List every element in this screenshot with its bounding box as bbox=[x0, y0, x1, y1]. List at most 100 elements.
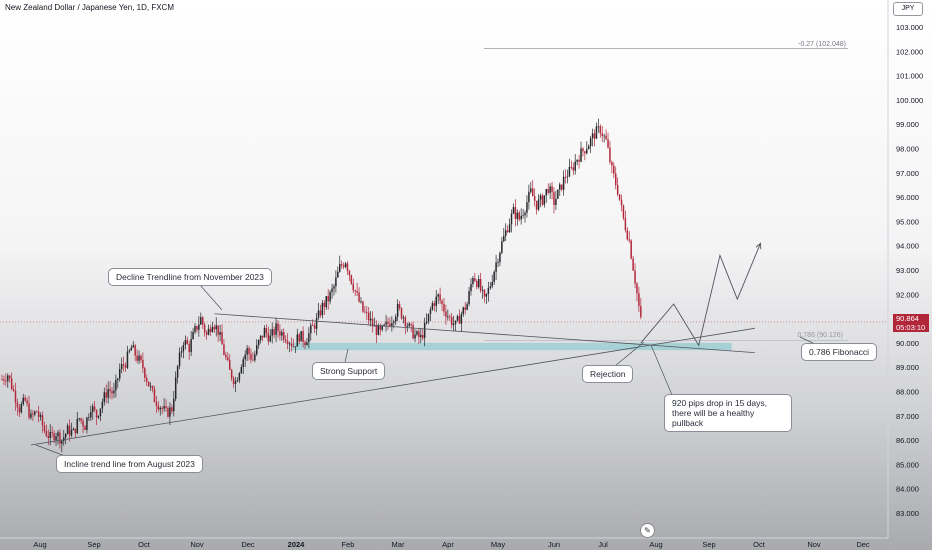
candle-body bbox=[288, 343, 291, 345]
candle-body bbox=[30, 413, 32, 418]
currency-button[interactable]: JPY bbox=[893, 2, 923, 16]
candle-body bbox=[132, 345, 134, 348]
candle-body bbox=[466, 304, 468, 310]
candle-body bbox=[394, 316, 397, 322]
candle-body bbox=[483, 289, 486, 297]
candle-body bbox=[80, 418, 82, 421]
candle-body bbox=[614, 173, 617, 185]
candle-body bbox=[317, 310, 320, 318]
candle-body bbox=[514, 207, 517, 219]
candle-body bbox=[138, 355, 140, 361]
candle-body bbox=[327, 296, 329, 302]
candle-body bbox=[174, 377, 177, 399]
candle-body bbox=[624, 217, 627, 231]
candle-body bbox=[560, 184, 563, 190]
candle-body bbox=[1, 379, 3, 381]
strong-support-note[interactable]: Strong Support bbox=[312, 362, 386, 380]
candle-body bbox=[120, 364, 123, 369]
candle-body bbox=[238, 373, 241, 381]
candle-body bbox=[391, 323, 393, 326]
time-tick-label: Apr bbox=[442, 540, 454, 549]
candle-body bbox=[126, 351, 129, 368]
candle-body bbox=[10, 378, 13, 390]
rejection-note[interactable]: Rejection bbox=[582, 365, 634, 383]
incline-trendline-note[interactable]: Incline trend line from August 2023 bbox=[56, 455, 203, 473]
candle-body bbox=[213, 327, 216, 330]
candle-body bbox=[146, 377, 148, 382]
candle-body bbox=[616, 184, 619, 195]
decline-trendline-note[interactable]: Decline Trendline from November 2023 bbox=[108, 268, 272, 286]
candle-body bbox=[416, 331, 418, 335]
candle-body bbox=[242, 359, 244, 368]
candle-body bbox=[14, 390, 17, 403]
candle-body bbox=[477, 278, 480, 288]
candle-body bbox=[24, 397, 26, 401]
candle-body bbox=[111, 391, 113, 394]
candle-body bbox=[433, 303, 436, 306]
candle-body bbox=[408, 323, 410, 327]
candle-body bbox=[553, 192, 555, 205]
candle-body bbox=[240, 367, 243, 374]
pullback-note[interactable]: 920 pips drop in 15 days, there will be … bbox=[664, 394, 792, 432]
candle-body bbox=[441, 300, 443, 305]
candle-body bbox=[201, 317, 204, 325]
candle-body bbox=[555, 198, 557, 205]
candle-body bbox=[248, 348, 250, 354]
candle-body bbox=[431, 303, 434, 310]
candle-body bbox=[207, 328, 210, 335]
candle-body bbox=[284, 339, 287, 342]
candle-body bbox=[20, 403, 23, 413]
candle-body bbox=[460, 314, 463, 324]
candle-body bbox=[53, 433, 55, 441]
fibonacci-note[interactable]: 0.786 Fibonacci bbox=[801, 343, 878, 361]
candle-body bbox=[601, 133, 603, 136]
candle-body bbox=[636, 283, 638, 294]
candle-body bbox=[130, 347, 133, 351]
candle-body bbox=[589, 138, 592, 147]
price-tick-label: 88.000 bbox=[896, 388, 919, 397]
candle-body bbox=[246, 348, 248, 355]
candle-body bbox=[595, 126, 598, 139]
candle-body bbox=[310, 325, 312, 334]
candle-body bbox=[545, 189, 548, 196]
candle-body bbox=[118, 368, 121, 379]
candle-body bbox=[51, 431, 53, 434]
candle-body bbox=[223, 344, 225, 355]
candle-body bbox=[410, 323, 412, 326]
candle-body bbox=[117, 378, 119, 380]
candle-body bbox=[234, 381, 237, 384]
candle-body bbox=[364, 311, 366, 313]
time-tick-label: May bbox=[491, 540, 505, 549]
candle-body bbox=[78, 418, 80, 420]
candle-body bbox=[333, 286, 335, 289]
candle-body bbox=[250, 353, 252, 360]
candle-body bbox=[362, 301, 364, 312]
candle-body bbox=[423, 323, 426, 339]
candle-body bbox=[587, 146, 590, 150]
candle-body bbox=[535, 200, 538, 210]
candle-body bbox=[439, 294, 441, 301]
candle-body bbox=[230, 369, 233, 379]
candle-body bbox=[427, 313, 430, 322]
chart-title: New Zealand Dollar / Japanese Yen, 1D, F… bbox=[5, 3, 174, 12]
candle-body bbox=[107, 389, 109, 398]
candle-body bbox=[205, 332, 208, 335]
candle-body bbox=[176, 366, 179, 378]
time-tick-label: Sep bbox=[87, 540, 100, 549]
candle-body bbox=[254, 354, 256, 361]
time-tick-label: Aug bbox=[649, 540, 662, 549]
candle-body bbox=[620, 199, 623, 206]
candle-body bbox=[599, 126, 602, 134]
candle-body bbox=[279, 330, 281, 336]
candle-body bbox=[300, 331, 302, 342]
candle-body bbox=[574, 161, 576, 171]
candle-body bbox=[383, 324, 385, 326]
candle-body bbox=[452, 323, 455, 326]
candle-body bbox=[12, 389, 15, 391]
candle-body bbox=[371, 318, 374, 327]
candle-body bbox=[74, 428, 77, 434]
candle-body bbox=[115, 379, 117, 391]
candle-body bbox=[63, 437, 65, 441]
candle-body bbox=[445, 311, 447, 317]
